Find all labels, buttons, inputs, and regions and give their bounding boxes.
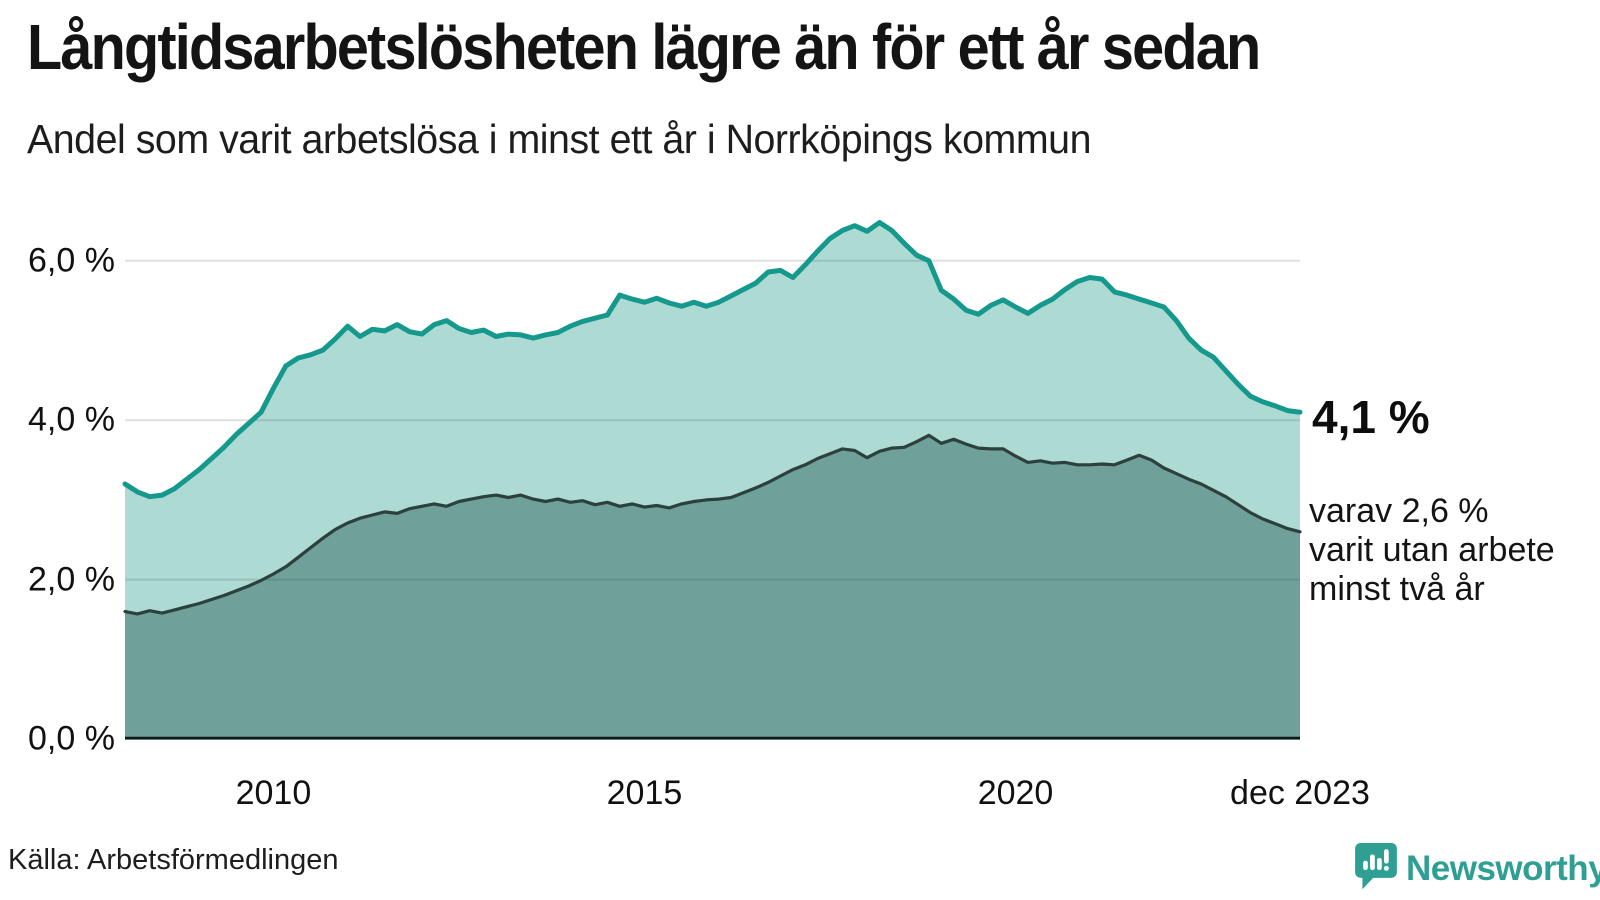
y-axis-tick-6: 6,0 %	[28, 241, 115, 280]
page-title: Långtidsarbetslösheten lägre än för ett …	[27, 11, 1261, 83]
two-year-annotation-line2: varit utan arbete	[1309, 531, 1555, 569]
newsworthy-logo-icon	[1355, 843, 1397, 895]
x-axis-tick-2020: 2020	[977, 774, 1054, 812]
x-axis-tick-2010: 2010	[235, 774, 312, 812]
x-axis-tick-dec2023: dec 2023	[1230, 774, 1370, 812]
latest-value-annotation: 4,1 %	[1312, 391, 1430, 443]
two-year-annotation-line3: minst två år	[1309, 570, 1485, 608]
newsworthy-logo: Newsworthy	[1355, 843, 1600, 895]
x-axis-tick-2015: 2015	[606, 774, 683, 812]
two-year-annotation-line1: varav 2,6 %	[1309, 492, 1489, 530]
y-axis-tick-0: 0,0 %	[28, 719, 115, 758]
subtitle: Andel som varit arbetslösa i minst ett å…	[27, 116, 1091, 162]
source-caption: Källa: Arbetsförmedlingen	[8, 844, 339, 876]
y-axis-tick-2: 2,0 %	[28, 560, 115, 599]
y-axis-tick-4: 4,0 %	[28, 400, 115, 439]
stacked-area-chart	[122, 220, 1303, 740]
two-year-annotation: varav 2,6 % varit utan arbete minst två …	[1309, 492, 1555, 609]
newsworthy-logo-text: Newsworthy	[1406, 849, 1600, 888]
